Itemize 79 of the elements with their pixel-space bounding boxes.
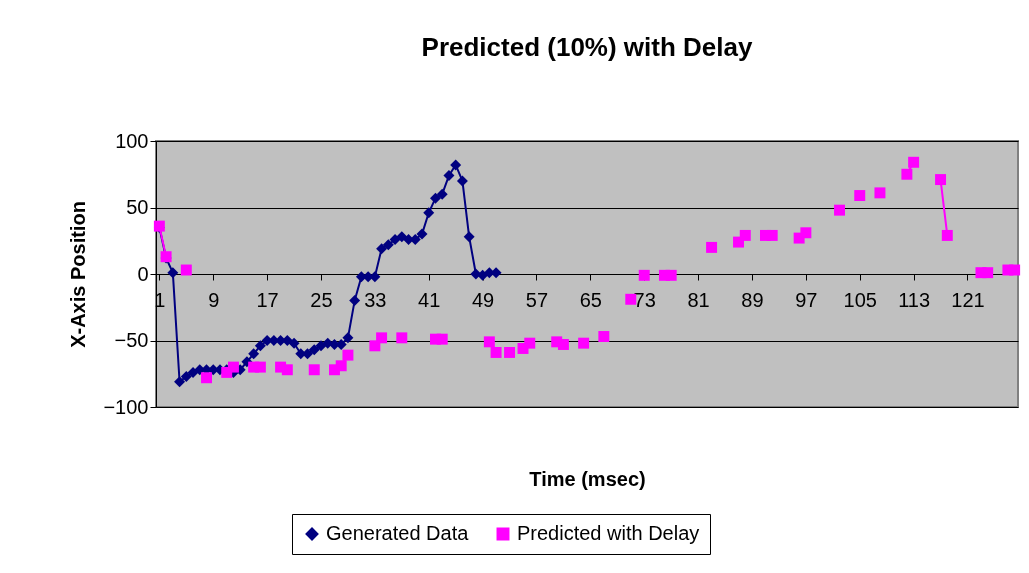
point bbox=[578, 337, 590, 349]
point bbox=[416, 228, 428, 240]
x-tick-label: 81 bbox=[687, 288, 710, 311]
point bbox=[874, 187, 886, 199]
point bbox=[167, 267, 179, 279]
point bbox=[248, 348, 260, 360]
point bbox=[834, 204, 846, 216]
point bbox=[598, 331, 610, 342]
point bbox=[376, 332, 388, 344]
point bbox=[174, 376, 186, 388]
point bbox=[201, 372, 212, 384]
point bbox=[335, 360, 347, 372]
point bbox=[901, 168, 913, 180]
legend-label: Predicted with Delay bbox=[517, 522, 700, 544]
point bbox=[180, 264, 192, 276]
point bbox=[706, 241, 718, 253]
point bbox=[430, 192, 441, 204]
point bbox=[800, 227, 812, 239]
point bbox=[349, 295, 361, 307]
point bbox=[436, 333, 448, 345]
point bbox=[524, 337, 536, 349]
chart-title: Predicted (10%) with Delay bbox=[421, 32, 753, 62]
x-axis-title: Time (msec) bbox=[529, 467, 646, 490]
point bbox=[376, 243, 388, 255]
x-tick-label: 49 bbox=[471, 288, 495, 311]
point bbox=[665, 269, 677, 281]
x-tick-label: 97 bbox=[795, 288, 818, 311]
point bbox=[443, 170, 455, 182]
point bbox=[308, 344, 320, 356]
point bbox=[254, 361, 266, 373]
point bbox=[638, 269, 650, 281]
point bbox=[382, 239, 394, 251]
point bbox=[504, 346, 516, 358]
point bbox=[436, 188, 448, 200]
point bbox=[396, 332, 408, 344]
point bbox=[308, 364, 320, 376]
point bbox=[463, 231, 475, 243]
point bbox=[941, 229, 953, 241]
point bbox=[288, 337, 300, 349]
x-tick-label: 65 bbox=[579, 288, 602, 311]
point bbox=[227, 361, 239, 373]
x-tick-label: 41 bbox=[418, 288, 441, 311]
point bbox=[456, 175, 468, 187]
point bbox=[342, 332, 354, 344]
point bbox=[423, 207, 435, 219]
point bbox=[1009, 264, 1021, 276]
point bbox=[450, 159, 462, 171]
y-axis-title: X-Axis Position bbox=[67, 201, 90, 348]
y-tick-label: −50 bbox=[114, 329, 149, 351]
y-tick-label: −100 bbox=[103, 395, 149, 418]
x-tick-label: 113 bbox=[898, 288, 931, 311]
point bbox=[766, 229, 778, 241]
x-tick-label: 57 bbox=[525, 288, 549, 311]
point bbox=[483, 336, 495, 348]
point bbox=[982, 267, 994, 279]
point bbox=[490, 346, 502, 358]
point bbox=[254, 340, 266, 352]
x-tick-label: 9 bbox=[208, 288, 220, 311]
x-tick-label: 33 bbox=[364, 288, 387, 311]
x-tick-label: 17 bbox=[256, 288, 279, 311]
point bbox=[315, 340, 327, 352]
y-tick-label: 100 bbox=[115, 129, 149, 152]
point bbox=[180, 370, 192, 382]
x-tick-label: 89 bbox=[741, 288, 764, 311]
point bbox=[281, 364, 293, 376]
point bbox=[854, 190, 866, 202]
x-tick-label: 121 bbox=[951, 288, 985, 311]
y-tick-label: 0 bbox=[137, 262, 149, 285]
point bbox=[739, 229, 751, 241]
point bbox=[908, 156, 920, 168]
legend-label: Generated Data bbox=[326, 522, 470, 544]
point bbox=[369, 340, 381, 352]
point bbox=[477, 269, 489, 281]
point bbox=[342, 349, 354, 361]
x-tick-label: 25 bbox=[310, 288, 333, 311]
x-tick-label: 105 bbox=[843, 288, 877, 311]
y-tick-label: 50 bbox=[126, 196, 149, 218]
point bbox=[935, 174, 947, 186]
point bbox=[557, 339, 569, 350]
